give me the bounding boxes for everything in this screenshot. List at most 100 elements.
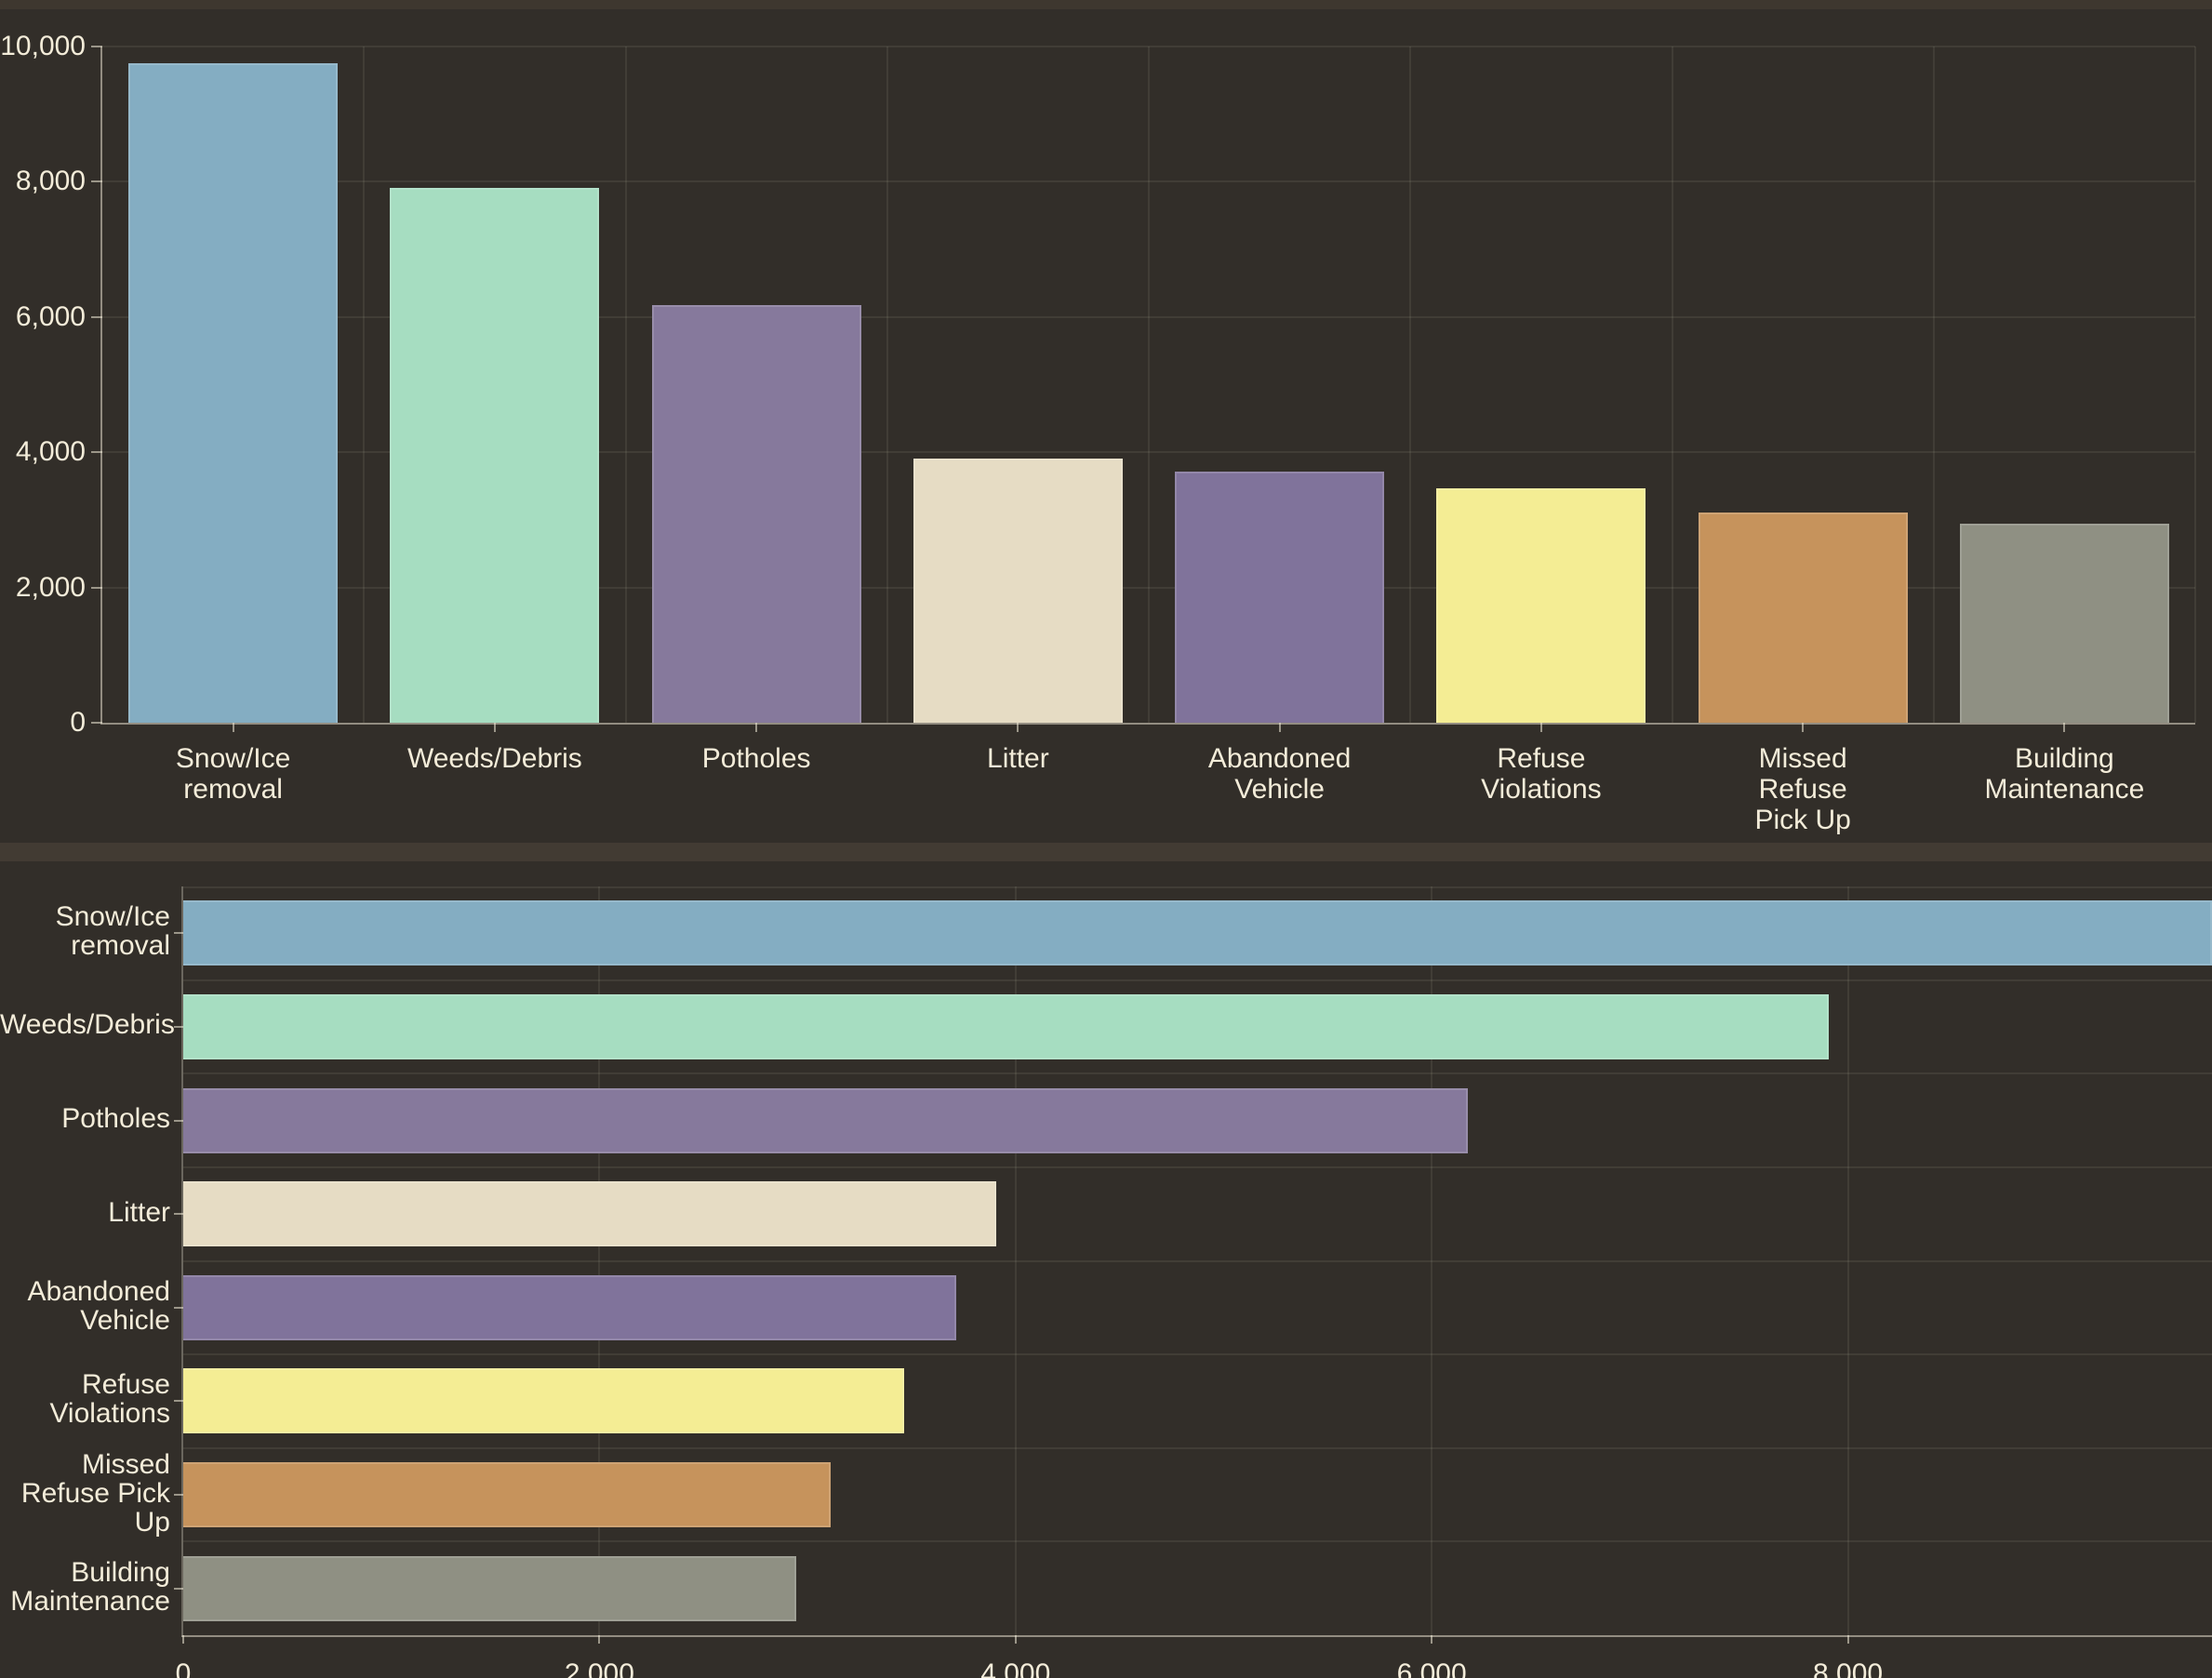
- y-axis-tick-label: 4,000: [15, 436, 86, 468]
- x-axis-tick-label: 2,000: [564, 1658, 634, 1678]
- gridline: [1148, 47, 1150, 723]
- bar-snow-ice-removal[interactable]: [128, 63, 339, 723]
- gridline: [102, 315, 2195, 318]
- category-label-potholes: Potholes: [701, 743, 811, 774]
- x-axis-tick: [1846, 1635, 1849, 1644]
- gridline: [183, 1540, 2212, 1543]
- x-axis-tick: [493, 723, 496, 732]
- x-axis-tick: [2063, 723, 2066, 732]
- bar-weeds-debris[interactable]: [390, 187, 600, 723]
- gridline: [1014, 886, 1017, 1635]
- gridline: [183, 979, 2212, 981]
- vertical-bar-chart-plot: [100, 46, 2196, 725]
- x-axis-tick: [232, 723, 234, 732]
- y-axis-line: [181, 886, 183, 1635]
- x-axis-tick: [1802, 723, 1805, 732]
- category-label-abandoned-vehicle: Abandoned Vehicle: [1207, 743, 1352, 805]
- x-axis-tick: [182, 1635, 184, 1644]
- category-label-weeds-debris: Weeds/Debris: [406, 743, 582, 774]
- bar-missed-refuse-pick-up[interactable]: [1698, 512, 1908, 723]
- y-axis-tick: [91, 46, 102, 47]
- x-axis-tick-label: 4,000: [980, 1658, 1051, 1678]
- gridline: [1409, 47, 1412, 723]
- horizontal-bar-chart-plot: [181, 886, 2212, 1637]
- y-axis-tick-label: 6,000: [15, 300, 86, 332]
- category-label-missed-refuse-pick-up: Missed Refuse Pick Up: [1754, 743, 1851, 835]
- gridline: [598, 886, 601, 1635]
- gridline: [183, 1353, 2212, 1356]
- bar-abandoned-vehicle[interactable]: [183, 1274, 957, 1340]
- panel-separator: [0, 843, 2212, 861]
- bar-potholes[interactable]: [651, 305, 861, 723]
- y-axis-tick-label: 10,000: [0, 31, 86, 61]
- bar-weeds-debris[interactable]: [183, 993, 1830, 1059]
- gridline: [183, 886, 2212, 888]
- gridline: [102, 46, 2195, 47]
- category-label-potholes: Potholes: [61, 1103, 170, 1135]
- bar-potholes[interactable]: [183, 1087, 1469, 1153]
- category-label-missed-refuse-pick-up: Missed Refuse Pick Up: [20, 1448, 170, 1538]
- gridline: [1671, 47, 1673, 723]
- y-axis-tick-label: 0: [70, 707, 86, 738]
- y-axis-line: [100, 47, 102, 723]
- gridline: [1846, 886, 1849, 1635]
- x-axis-tick: [1278, 723, 1281, 732]
- gridline: [1932, 47, 1935, 723]
- gridline: [102, 451, 2195, 454]
- x-axis-line: [100, 723, 2195, 725]
- x-axis-tick-label: 8,000: [1812, 1658, 1884, 1678]
- gridline: [102, 586, 2195, 589]
- bar-missed-refuse-pick-up[interactable]: [183, 1462, 831, 1528]
- bar-abandoned-vehicle[interactable]: [1175, 471, 1385, 723]
- y-axis-tick: [174, 1400, 183, 1403]
- bar-litter[interactable]: [913, 459, 1123, 723]
- category-label-abandoned-vehicle: Abandoned Vehicle: [27, 1275, 171, 1336]
- x-axis-tick: [1431, 1635, 1433, 1644]
- horizontal-bar-chart-panel: Snow/Ice removal Weeds/Debris Potholes Litt…: [0, 861, 2212, 1678]
- y-axis-tick: [174, 1213, 183, 1216]
- y-axis-tick: [174, 1119, 183, 1122]
- bar-building-maintenance[interactable]: [183, 1555, 796, 1621]
- x-axis-tick: [598, 1635, 601, 1644]
- bar-refuse-violations[interactable]: [1436, 488, 1646, 723]
- category-label-building-maintenance: Building Maintenance: [1984, 743, 2145, 805]
- category-label-refuse-violations: Refuse Violations: [49, 1369, 170, 1430]
- y-axis-tick: [91, 586, 102, 589]
- x-axis-tick: [1017, 723, 1019, 732]
- y-axis-tick: [174, 1587, 183, 1590]
- top-strip: [0, 0, 2212, 9]
- gridline: [363, 47, 366, 723]
- gridline: [886, 47, 888, 723]
- category-label-litter: Litter: [987, 743, 1049, 774]
- gridline: [2194, 47, 2196, 723]
- y-axis-tick: [174, 932, 183, 935]
- gridline: [102, 180, 2195, 183]
- bar-building-maintenance[interactable]: [1959, 523, 2169, 723]
- gridline: [183, 1446, 2212, 1449]
- x-axis-tick: [755, 723, 758, 732]
- y-axis-tick: [91, 315, 102, 318]
- gridline: [1431, 886, 1433, 1635]
- bar-refuse-violations[interactable]: [183, 1368, 905, 1434]
- x-axis-line: [181, 1635, 2212, 1637]
- y-axis-tick: [174, 1025, 183, 1028]
- category-label-litter: Litter: [108, 1196, 170, 1228]
- category-label-building-maintenance: Building Maintenance: [10, 1556, 170, 1617]
- category-label-refuse-violations: Refuse Violations: [1481, 743, 1602, 805]
- category-label-weeds-debris: Weeds/Debris: [0, 1009, 175, 1041]
- x-axis-tick: [1014, 1635, 1017, 1644]
- y-axis-tick-label: 8,000: [15, 166, 86, 197]
- y-axis-tick: [91, 180, 102, 183]
- bar-litter[interactable]: [183, 1181, 996, 1247]
- y-axis-tick: [174, 1306, 183, 1309]
- x-axis-tick-label: 6,000: [1396, 1658, 1467, 1678]
- bar-snow-ice-removal[interactable]: [183, 900, 2212, 966]
- x-axis-tick-label: 0: [175, 1658, 192, 1678]
- gridline: [183, 1072, 2212, 1075]
- gridline: [183, 1165, 2212, 1168]
- x-axis-tick: [1539, 723, 1542, 732]
- y-axis-tick: [91, 722, 102, 724]
- category-label-snow-ice-removal: Snow/Ice removal: [55, 901, 170, 962]
- category-label-snow-ice-removal: Snow/Ice removal: [175, 743, 291, 805]
